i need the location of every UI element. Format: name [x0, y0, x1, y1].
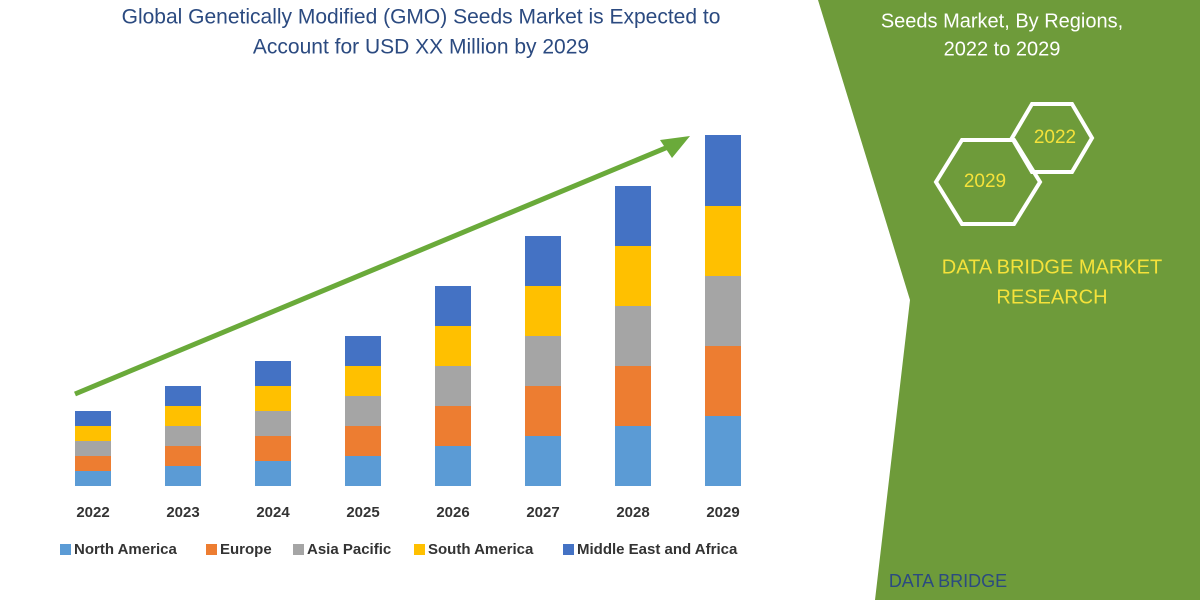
bar-segment — [345, 426, 381, 456]
bar-segment — [435, 286, 471, 326]
bar-segment — [75, 441, 111, 456]
bar-segment — [345, 456, 381, 486]
x-tick-label: 2023 — [166, 504, 199, 521]
hexagon — [933, 138, 1043, 226]
brand-text: RESEARCH — [996, 286, 1107, 308]
bar-segment — [165, 466, 201, 486]
panel-text: Seeds Market, By Regions, — [881, 10, 1123, 32]
bar-segment — [615, 426, 651, 486]
bar-segment — [165, 386, 201, 406]
bar-segment — [615, 246, 651, 306]
x-tick-label: 2027 — [526, 504, 559, 521]
bar-segment — [75, 456, 111, 471]
legend-label: Asia Pacific — [307, 541, 391, 558]
trend-arrow — [74, 139, 681, 397]
bar-segment — [165, 426, 201, 446]
bar-segment — [75, 411, 111, 426]
legend-label: North America — [74, 541, 177, 558]
legend-swatch — [293, 544, 304, 555]
bar-segment — [615, 186, 651, 246]
bar-segment — [525, 386, 561, 436]
bar-segment — [615, 366, 651, 426]
bar-segment — [615, 306, 651, 366]
x-tick-label: 2026 — [436, 504, 469, 521]
bar-segment — [435, 326, 471, 366]
legend-swatch — [563, 544, 574, 555]
bar-segment — [255, 386, 291, 411]
legend-swatch — [60, 544, 71, 555]
bar-segment — [345, 396, 381, 426]
bar-segment — [705, 416, 741, 486]
bar-segment — [435, 446, 471, 486]
bar-segment — [255, 411, 291, 436]
x-tick-label: 2029 — [706, 504, 739, 521]
bar-segment — [525, 336, 561, 386]
bar-segment — [435, 366, 471, 406]
x-tick-label: 2025 — [346, 504, 379, 521]
legend-swatch — [206, 544, 217, 555]
bar-segment — [75, 471, 111, 486]
title-line: Global Genetically Modified (GMO) Seeds … — [122, 6, 721, 29]
brand-text: DATA BRIDGE MARKET — [942, 256, 1162, 278]
legend-swatch — [414, 544, 425, 555]
bar-segment — [705, 276, 741, 346]
bar-segment — [705, 346, 741, 416]
arrow-head — [660, 136, 690, 158]
bar-segment — [345, 366, 381, 396]
bar-segment — [705, 206, 741, 276]
x-tick-label: 2024 — [256, 504, 290, 521]
panel-text: 2022 to 2029 — [944, 38, 1061, 60]
hexagon-label: 2022 — [1034, 127, 1076, 148]
legend-label: Middle East and Africa — [577, 541, 738, 558]
bar-segment — [165, 406, 201, 426]
bar-segment — [165, 446, 201, 466]
legend-label: South America — [428, 541, 534, 558]
bar-segment — [75, 426, 111, 441]
bar-segment — [525, 286, 561, 336]
bar-segment — [255, 461, 291, 486]
bar-segment — [525, 236, 561, 286]
x-tick-label: 2028 — [616, 504, 649, 521]
bar-segment — [345, 336, 381, 366]
logo: DATA BRIDGE — [889, 571, 1007, 591]
x-tick-label: 2022 — [76, 504, 109, 521]
legend-label: Europe — [220, 541, 272, 558]
bar-segment — [705, 135, 741, 206]
bar-segment — [255, 361, 291, 386]
hexagon-label: 2029 — [964, 171, 1006, 192]
bar-segment — [255, 436, 291, 461]
side-panel — [818, 0, 1200, 600]
bar-segment — [435, 406, 471, 446]
title-line: Account for USD XX Million by 2029 — [253, 36, 589, 59]
bar-segment — [525, 436, 561, 486]
